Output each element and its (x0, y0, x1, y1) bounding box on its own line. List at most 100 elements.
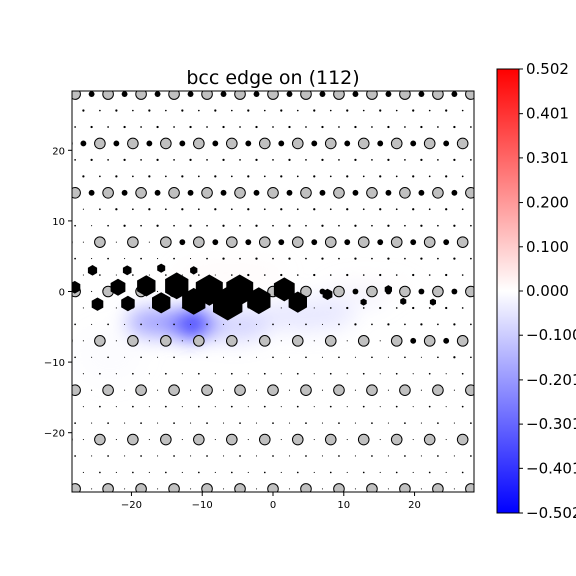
lattice-atom-171 (470, 422, 472, 424)
lattice-atom-244 (247, 373, 249, 375)
lattice-atom-567 (300, 186, 312, 199)
colorbar-tick-label: −0.201 (526, 371, 576, 389)
y-tick-label: −20 (44, 429, 65, 440)
lattice-atom-718 (412, 109, 415, 112)
lattice-atom-206 (91, 389, 93, 391)
lattice-atom-27 (495, 504, 497, 506)
lattice-atom-621 (239, 159, 241, 161)
lattice-atom-404 (484, 289, 490, 295)
lattice-atom-311 (390, 335, 403, 347)
lattice-atom-533 (230, 208, 233, 211)
lattice-atom-201 (495, 406, 497, 408)
x-tick-label: −10 (192, 500, 213, 511)
lattice-atom-480 (311, 239, 318, 246)
lattice-atom-207 (102, 384, 114, 397)
lattice-atom-660 (410, 140, 417, 147)
lattice-atom-697 (66, 110, 68, 112)
lattice-atom-237 (132, 372, 134, 375)
lattice-atom-440 (124, 258, 126, 260)
lattice-atom-593 (263, 175, 266, 178)
lattice-atom-264 (91, 356, 93, 358)
lattice-atom-38 (189, 488, 192, 490)
lattice-atom-152 (157, 422, 159, 424)
lattice-atom-564 (253, 189, 260, 196)
lattice-atom-180 (148, 406, 150, 408)
lattice-atom-364 (313, 307, 315, 309)
lattice-atom-683 (305, 126, 307, 128)
lattice-atom-538 (313, 208, 316, 211)
lattice-atom-272 (222, 356, 225, 358)
lattice-atom-166 (387, 422, 389, 424)
core-atom-8 (152, 292, 171, 314)
y-tick-label: 10 (52, 217, 65, 228)
colorbar-tick-label: 0.100 (526, 238, 569, 256)
lattice-atom-259 (495, 373, 497, 375)
lattice-atom-478 (278, 239, 285, 246)
lattice-atom-139 (423, 433, 436, 446)
lattice-atom-301 (226, 335, 238, 347)
lattice-atom-61 (99, 471, 101, 474)
lattice-atom-151 (140, 422, 142, 424)
lattice-atom-471 (160, 236, 172, 248)
lattice-atom-431 (461, 274, 464, 276)
lattice-atom-634 (453, 158, 456, 162)
x-tick-label: −20 (121, 500, 142, 511)
lattice-atom-4 (116, 505, 117, 506)
lattice-atom-60 (82, 471, 84, 474)
lattice-atom-583 (99, 175, 101, 178)
lattice-atom-496 (91, 225, 93, 227)
lattice-atom-624 (288, 158, 291, 162)
lattice-atom-34 (124, 488, 126, 490)
lattice-atom-217 (267, 384, 279, 397)
lattice-atom-350 (82, 307, 84, 309)
lattice-atom-175 (66, 406, 68, 408)
lattice-atom-113 (470, 455, 472, 457)
lattice-atom-631 (404, 159, 406, 161)
lattice-atom-761 (165, 77, 167, 79)
lattice-atom-269 (173, 356, 175, 359)
lattice-atom-17 (330, 504, 332, 506)
lattice-atom-192 (346, 406, 348, 408)
lattice-atom-596 (313, 175, 316, 178)
lattice-atom-250 (346, 373, 348, 375)
y-tick-label: 20 (52, 146, 65, 157)
lattice-atom-410 (115, 274, 117, 276)
lattice-atom-366 (346, 306, 349, 310)
lattice-atom-141 (456, 433, 469, 446)
lattice-atom-544 (412, 208, 415, 211)
lattice-atom-222 (354, 389, 357, 391)
lattice-atom-310 (379, 340, 381, 342)
colorbar-tick-label: 0.502 (526, 60, 569, 78)
lattice-atom-640 (80, 140, 87, 147)
lattice-atom-281 (371, 356, 373, 359)
lattice-atom-340 (387, 323, 390, 326)
lattice-atom-743 (333, 91, 345, 100)
lattice-atom-315 (456, 335, 469, 347)
lattice-atom-330 (222, 323, 225, 325)
lattice-atom-748 (418, 91, 425, 98)
lattice-atom-223 (366, 384, 378, 397)
lattice-atom-50 (387, 488, 389, 490)
lattice-atom-41 (234, 483, 246, 492)
lattice-atom-554 (88, 189, 95, 196)
lattice-atom-337 (338, 323, 340, 326)
lattice-atom-456 (387, 257, 390, 260)
lattice-atom-773 (363, 77, 365, 79)
lattice-atom-402 (451, 288, 458, 295)
lattice-atom-700 (115, 109, 118, 112)
lattice-atom-527 (132, 208, 134, 211)
lattice-atom-209 (135, 384, 147, 397)
lattice-atom-659 (390, 137, 403, 150)
lattice-atom-669 (74, 126, 76, 128)
lattice-atom-738 (253, 91, 260, 98)
lattice-atom-644 (146, 140, 153, 147)
lattice-atom-89 (74, 455, 76, 457)
lattice-atom-142 (479, 439, 480, 440)
lattice-atom-760 (148, 77, 150, 79)
lattice-atom-731 (135, 91, 147, 100)
core-atom-14 (87, 265, 98, 276)
lattice-atom-451 (305, 257, 307, 260)
lattice-atom-536 (280, 208, 283, 211)
lattice-atom-502 (189, 224, 192, 227)
lattice-atom-687 (371, 126, 373, 128)
